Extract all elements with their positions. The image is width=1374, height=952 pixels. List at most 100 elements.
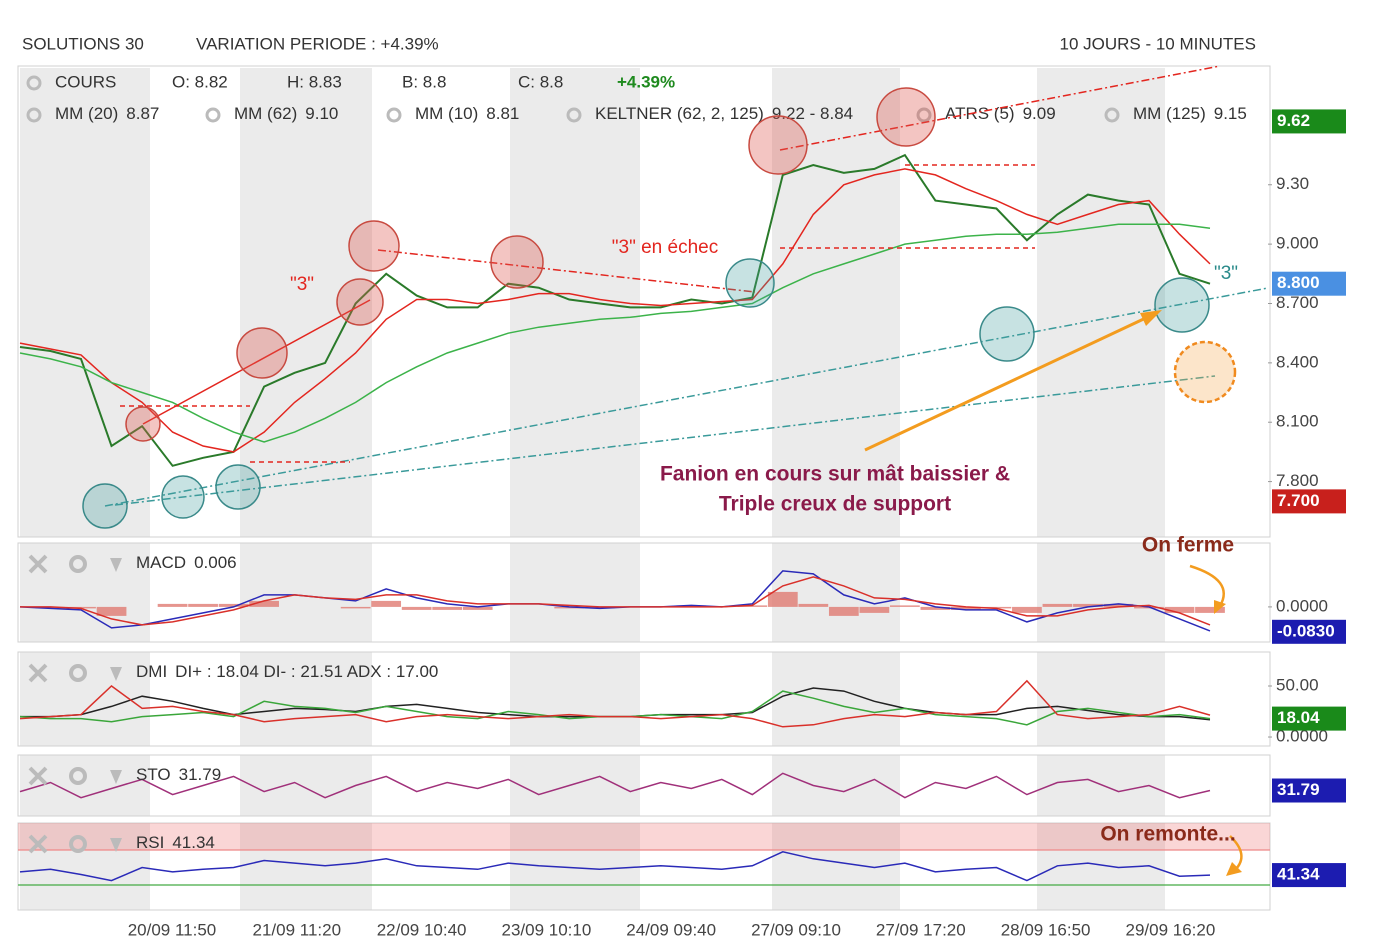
day-band [772,68,900,537]
histogram-bar [188,603,218,607]
chart-subtitle: VARIATION PERIODE : +4.39% [196,34,439,53]
day-band [240,68,372,537]
histogram-bar [767,591,798,607]
arrow [864,314,1151,452]
highlight-circle [125,406,161,442]
histogram-bar [1042,603,1073,607]
overbought-zone [18,823,1270,851]
price-marker-label: 9.62 [1277,111,1310,130]
y-tick-label: 9.000 [1276,234,1319,253]
legend-entry: MM (125) 9.15 [1133,104,1247,123]
y-tick-label: 8.400 [1276,352,1319,371]
histogram-bar [218,603,249,607]
day-band [240,823,372,910]
legend-name: MM (10) [415,104,478,123]
histogram-bar [401,606,432,610]
series-line [19,168,1211,453]
annotation-shapes [82,65,1269,876]
close-icon[interactable] [28,834,48,854]
annotation: Triple creux de support [719,493,951,516]
series-line [19,223,1211,443]
histogram-bar [340,606,371,609]
panel-name: MACD [136,553,186,572]
y-tick-label: 7.800 [1276,471,1319,490]
close-icon[interactable] [28,766,48,786]
series-line [19,153,1211,467]
gear-icon [69,555,87,573]
legend-name: MM (62) [234,104,297,123]
price-marker-label: 7.700 [1277,491,1320,510]
annotation: "3" [1214,263,1238,284]
highlight-circle [876,87,936,147]
panel-value: 31.79 [179,765,222,784]
price-marker [1272,489,1346,514]
support-circle [979,306,1035,362]
legend-entry: MM (10) 8.81 [415,104,519,123]
histogram-bar [889,605,920,607]
panel-value: DI+ : 18.04 DI- : 21.51 ADX : 17.00 [175,662,438,681]
ohlc: O: 8.82 [172,72,228,91]
legend-entry: KELTNER (62, 2, 125) 9.22 - 8.84 [595,104,853,123]
day-band [772,755,900,816]
gear-icon [916,107,932,123]
day-band [510,543,640,642]
gear-icon [69,664,87,682]
y-tick-label: 0.0000 [1276,596,1328,615]
panel-name: STO [136,765,171,784]
support-circle [725,258,775,308]
price-marker [1272,863,1346,888]
day-band [510,755,640,816]
legend-value: 9.10 [305,104,338,123]
chart-title: SOLUTIONS 30 [22,34,144,53]
day-band [1037,755,1165,816]
histogram-bar [1195,606,1225,613]
day-band [510,823,640,910]
trend-line [779,65,1221,151]
legend-value: 9.09 [1023,104,1056,123]
panel-value: 0.006 [194,553,237,572]
annotation: On remonte... [1100,823,1235,846]
arrow-head [1140,310,1162,326]
x-tick-label: 27/09 09:10 [751,920,841,939]
support-circle [215,464,261,510]
x-tick-label: 23/09 10:10 [501,920,591,939]
histogram-bar [1103,603,1134,607]
trend-line [377,249,756,293]
close-icon[interactable] [28,554,48,574]
legend-name: KELTNER (62, 2, 125) [595,104,764,123]
change: +4.39% [617,72,675,91]
legend-name: MM (20) [55,104,118,123]
trend-line [104,287,1269,507]
support-circle [82,483,128,529]
histogram-bar [462,606,493,610]
day-band [1037,652,1165,746]
highlight-circle [490,235,544,289]
price-marker [1272,619,1346,644]
highlight-circle [336,278,384,326]
legend: MM (20) 8.87 MM (62) 9.10 MM (10) 8.81 KELTNER… [26,104,1247,123]
gear-icon [26,107,42,123]
ohlc: B: 8.8 [402,72,446,91]
legend-value: 8.81 [486,104,519,123]
gear-icon [1104,107,1120,123]
y-tick-label: 0.0000 [1276,727,1328,746]
series-line [19,772,1211,799]
close-icon[interactable] [28,663,48,683]
gear-icon[interactable] [26,75,42,91]
panel-title: RSI 41.34 [136,833,215,852]
legend-entry: MM (62) 9.10 [234,104,338,123]
day-band [20,68,150,537]
series-line [19,679,1211,728]
annotation: "3" en échec [612,237,718,258]
price-marker-label: 18.04 [1277,708,1320,727]
day-band [20,543,150,642]
day-band [240,652,372,746]
histogram-bar [1012,606,1042,613]
x-tick-label: 24/09 09:40 [626,920,716,939]
panel-name: DMI [136,662,167,681]
x-tick-label: 29/09 16:20 [1125,920,1215,939]
gear-icon [386,107,402,123]
panel-title: MACD 0.006 [136,553,237,572]
price-marker [1272,706,1346,731]
